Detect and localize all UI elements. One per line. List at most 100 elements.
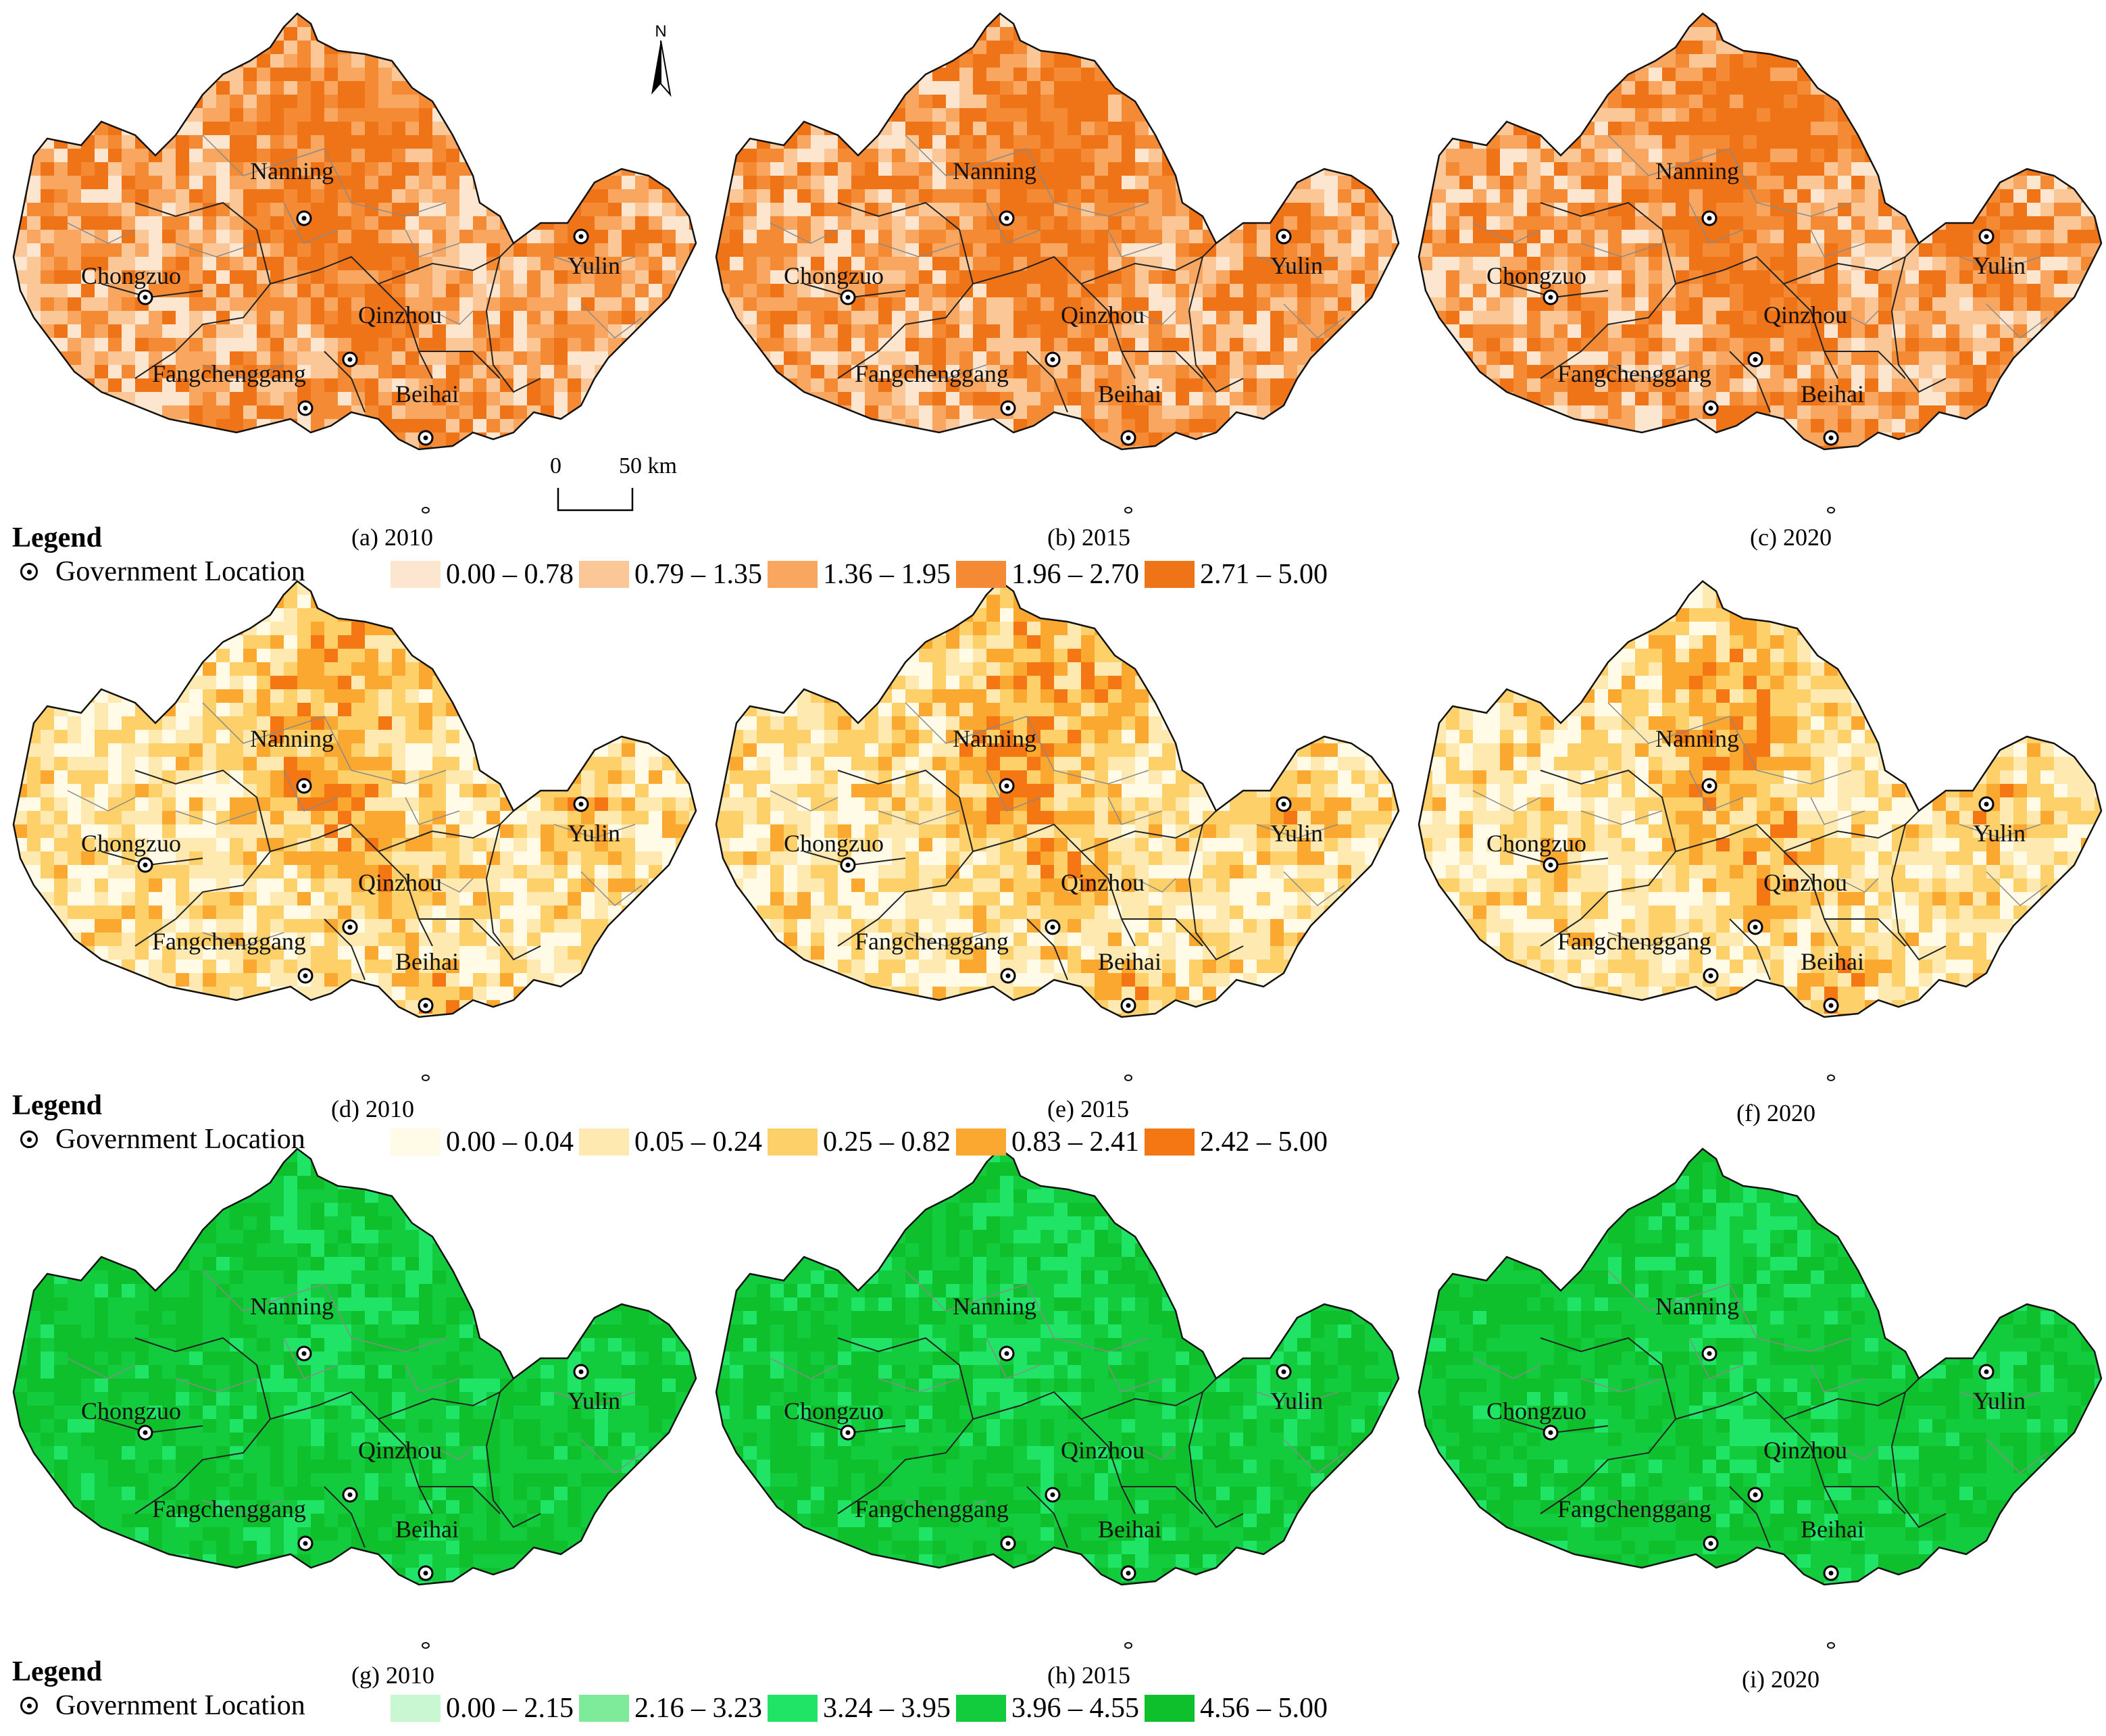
raster-cell [1081, 95, 1095, 108]
raster-cell [1311, 41, 1324, 54]
raster-cell [1054, 243, 1068, 257]
raster-cell [757, 460, 770, 473]
raster-cell [1351, 338, 1365, 351]
raster-cell [446, 108, 459, 122]
raster-cell [1027, 284, 1041, 297]
raster-cell [216, 216, 230, 230]
raster-cell [1203, 95, 1216, 108]
raster-cell [54, 419, 68, 432]
raster-cell [1122, 189, 1135, 203]
raster-cell [851, 460, 865, 473]
raster-cell [1730, 243, 1743, 257]
raster-cell [838, 324, 851, 338]
raster-cell [189, 122, 203, 135]
raster-cell [2013, 176, 2027, 189]
raster-cell [446, 176, 459, 189]
raster-cell [135, 460, 149, 473]
raster-cell [270, 446, 284, 449]
raster-cell [1568, 257, 1581, 270]
raster-cell [1081, 14, 1095, 27]
raster-cell [824, 338, 838, 351]
raster-cell [1892, 230, 1905, 243]
raster-cell [459, 297, 473, 311]
raster-cell [459, 81, 473, 95]
raster-cell [284, 351, 297, 365]
raster-cell [1716, 324, 1730, 338]
raster-cell [1527, 257, 1540, 270]
raster-cell [135, 95, 149, 108]
raster-cell [1486, 108, 1500, 122]
raster-cell [1000, 189, 1013, 203]
raster-cell [1500, 311, 1513, 324]
raster-cell [1257, 270, 1270, 284]
raster-cell [1446, 122, 1459, 135]
raster-cell [1122, 460, 1135, 473]
raster-cell [1013, 135, 1027, 149]
raster-cell [1270, 162, 1284, 176]
raster-cell [189, 378, 203, 392]
raster-cell [1473, 54, 1486, 68]
raster-cell [811, 365, 824, 378]
raster-cell [1946, 108, 1959, 122]
raster-cell [0, 351, 14, 365]
raster-cell [1365, 122, 1378, 135]
raster-cell [1000, 460, 1013, 473]
raster-cell [1405, 297, 1419, 311]
raster-cell [635, 230, 649, 243]
raster-cell [1446, 311, 1459, 324]
raster-cell [2054, 203, 2067, 216]
raster-cell [230, 68, 243, 81]
raster-cell [270, 189, 284, 203]
raster-cell [1324, 392, 1338, 405]
raster-cell [1500, 41, 1513, 54]
raster-cell [1095, 311, 1108, 324]
raster-cell [243, 149, 257, 162]
raster-cell [1122, 27, 1135, 41]
raster-cell [1432, 257, 1446, 270]
raster-cell [1027, 203, 1041, 216]
raster-cell [1554, 14, 1568, 27]
raster-cell [1378, 446, 1392, 449]
raster-cell [595, 122, 608, 135]
raster-cell [54, 162, 68, 176]
raster-cell [770, 41, 784, 54]
raster-cell [1459, 81, 1473, 95]
raster-cell [0, 311, 14, 324]
raster-cell [1365, 108, 1378, 122]
raster-cell [824, 135, 838, 149]
raster-cell [1068, 216, 1081, 230]
raster-cell [1176, 27, 1189, 41]
raster-cell [513, 460, 527, 473]
raster-cell [176, 135, 189, 149]
raster-cell [1027, 378, 1041, 392]
raster-cell [2054, 0, 2067, 14]
raster-cell [1311, 189, 1324, 203]
raster-cell [270, 0, 284, 14]
raster-cell [1473, 203, 1486, 216]
raster-cell [1851, 284, 1865, 297]
raster-cell [1905, 27, 1919, 41]
raster-cell [1203, 216, 1216, 230]
raster-cell [730, 189, 743, 203]
raster-cell [541, 95, 554, 108]
raster-cell [892, 54, 905, 68]
raster-cell [1392, 419, 1399, 432]
raster-cell [81, 297, 95, 311]
raster-cell [1608, 0, 1622, 14]
raster-cell [486, 311, 500, 324]
raster-cell [932, 297, 946, 311]
raster-cell [1635, 108, 1649, 122]
raster-cell [1865, 270, 1878, 284]
raster-cell [770, 27, 784, 41]
raster-cell [608, 419, 622, 432]
raster-cell [1365, 419, 1378, 432]
raster-cell [757, 419, 770, 432]
raster-cell [1041, 446, 1054, 449]
raster-cell [459, 243, 473, 257]
raster-cell [1351, 257, 1365, 270]
raster-cell [1216, 162, 1230, 176]
raster-cell [419, 54, 432, 68]
raster-cell [27, 216, 41, 230]
raster-cell [892, 149, 905, 162]
raster-cell [216, 446, 230, 449]
